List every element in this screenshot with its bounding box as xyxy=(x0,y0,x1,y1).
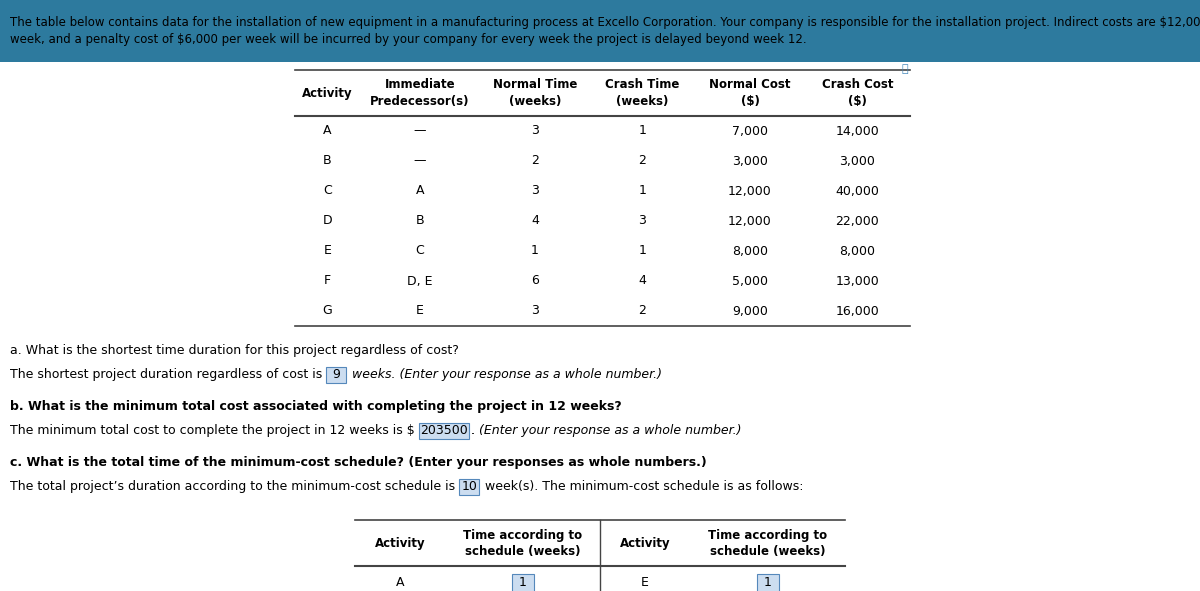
Text: 6: 6 xyxy=(532,274,539,287)
Text: 22,000: 22,000 xyxy=(835,215,880,228)
Text: week, and a penalty cost of $6,000 per week will be incurred by your company for: week, and a penalty cost of $6,000 per w… xyxy=(10,33,806,46)
Text: (Enter your response as a whole number.): (Enter your response as a whole number.) xyxy=(475,424,742,437)
Text: Normal Time
(weeks): Normal Time (weeks) xyxy=(493,79,577,108)
Text: 1: 1 xyxy=(518,576,527,589)
Text: 4: 4 xyxy=(532,215,539,228)
FancyBboxPatch shape xyxy=(756,573,779,591)
Text: —: — xyxy=(414,125,426,138)
Bar xyxy=(0,62,1200,591)
Text: E: E xyxy=(641,576,649,589)
Text: b. What is the minimum total cost associated with completing the project in 12 w: b. What is the minimum total cost associ… xyxy=(10,400,622,413)
Text: The shortest project duration regardless of cost is: The shortest project duration regardless… xyxy=(10,368,326,381)
FancyBboxPatch shape xyxy=(326,366,347,382)
Text: Immediate
Predecessor(s): Immediate Predecessor(s) xyxy=(371,79,469,108)
Text: Time according to
schedule (weeks): Time according to schedule (weeks) xyxy=(463,528,582,557)
Text: The table below contains data for the installation of new equipment in a manufac: The table below contains data for the in… xyxy=(10,16,1200,29)
Text: 3: 3 xyxy=(532,304,539,317)
Text: 7,000: 7,000 xyxy=(732,125,768,138)
Text: 1: 1 xyxy=(638,184,647,197)
Text: C: C xyxy=(415,245,425,258)
Text: .: . xyxy=(470,424,475,437)
Text: 12,000: 12,000 xyxy=(728,184,772,197)
Text: A: A xyxy=(396,576,404,589)
Text: 10: 10 xyxy=(461,480,478,493)
Text: The total project’s duration according to the minimum-cost schedule is: The total project’s duration according t… xyxy=(10,480,460,493)
Text: weeks. (Enter your response as a whole number.): weeks. (Enter your response as a whole n… xyxy=(348,368,662,381)
Text: 13,000: 13,000 xyxy=(835,274,880,287)
Text: 203500: 203500 xyxy=(420,424,468,437)
Text: Activity: Activity xyxy=(302,86,353,99)
Text: 16,000: 16,000 xyxy=(835,304,880,317)
Text: ⎙: ⎙ xyxy=(901,64,908,74)
Text: 2: 2 xyxy=(532,154,539,167)
Text: a. What is the shortest time duration for this project regardless of cost?: a. What is the shortest time duration fo… xyxy=(10,344,458,357)
Text: Activity: Activity xyxy=(374,537,425,550)
Text: 14,000: 14,000 xyxy=(835,125,880,138)
FancyBboxPatch shape xyxy=(511,573,534,591)
Text: Crash Cost
($): Crash Cost ($) xyxy=(822,79,893,108)
Text: A: A xyxy=(415,184,425,197)
Text: 3: 3 xyxy=(532,184,539,197)
Text: 1: 1 xyxy=(638,245,647,258)
Text: 1: 1 xyxy=(532,245,539,258)
Text: Time according to
schedule (weeks): Time according to schedule (weeks) xyxy=(708,528,827,557)
Text: E: E xyxy=(324,245,331,258)
Text: B: B xyxy=(323,154,332,167)
Text: week(s). The minimum-cost schedule is as follows:: week(s). The minimum-cost schedule is as… xyxy=(481,480,804,493)
Text: 2: 2 xyxy=(638,304,647,317)
Text: 9: 9 xyxy=(332,368,340,381)
Text: .: . xyxy=(470,424,475,437)
Text: 40,000: 40,000 xyxy=(835,184,880,197)
Text: F: F xyxy=(324,274,331,287)
Text: 4: 4 xyxy=(638,274,647,287)
FancyBboxPatch shape xyxy=(419,423,469,439)
Text: The minimum total cost to complete the project in 12 weeks is $: The minimum total cost to complete the p… xyxy=(10,424,419,437)
Text: D, E: D, E xyxy=(407,274,433,287)
Text: 3: 3 xyxy=(532,125,539,138)
Text: 5,000: 5,000 xyxy=(732,274,768,287)
Text: 8,000: 8,000 xyxy=(840,245,876,258)
Text: c. What is the total time of the minimum-cost schedule? (Enter your responses as: c. What is the total time of the minimum… xyxy=(10,456,707,469)
Text: B: B xyxy=(415,215,425,228)
Text: 1: 1 xyxy=(638,125,647,138)
Bar xyxy=(0,0,1200,62)
Text: A: A xyxy=(323,125,331,138)
Text: Normal Cost
($): Normal Cost ($) xyxy=(709,79,791,108)
Text: —: — xyxy=(414,154,426,167)
Text: 8,000: 8,000 xyxy=(732,245,768,258)
Text: D: D xyxy=(323,215,332,228)
Text: C: C xyxy=(323,184,332,197)
Text: G: G xyxy=(323,304,332,317)
Bar xyxy=(295,70,910,116)
Text: Crash Time
(weeks): Crash Time (weeks) xyxy=(605,79,679,108)
FancyBboxPatch shape xyxy=(460,479,479,495)
Text: Activity: Activity xyxy=(619,537,671,550)
Text: 12,000: 12,000 xyxy=(728,215,772,228)
Text: 3,000: 3,000 xyxy=(732,154,768,167)
Text: 9,000: 9,000 xyxy=(732,304,768,317)
Text: 1: 1 xyxy=(763,576,772,589)
Text: E: E xyxy=(416,304,424,317)
Text: 3: 3 xyxy=(638,215,647,228)
Text: 2: 2 xyxy=(638,154,647,167)
Text: 3,000: 3,000 xyxy=(840,154,876,167)
